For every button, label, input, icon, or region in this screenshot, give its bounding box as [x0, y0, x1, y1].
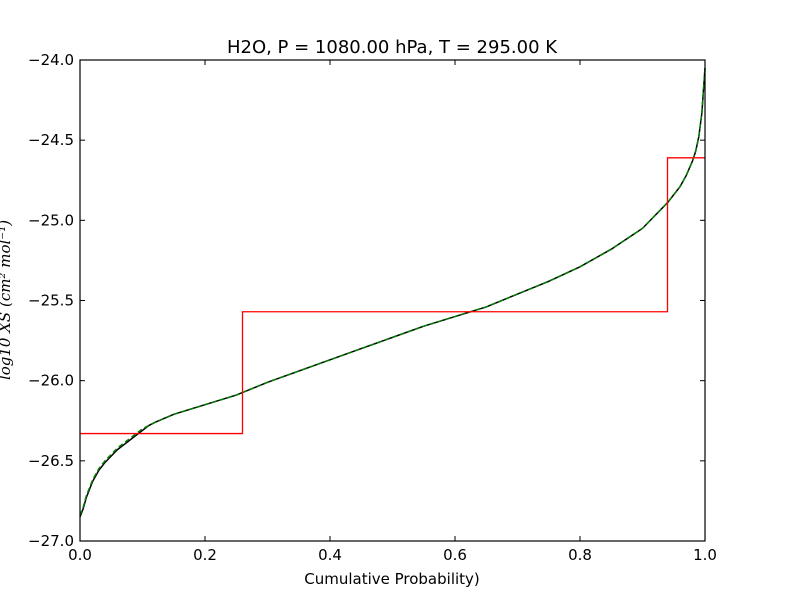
y-tick-label: −25.5	[28, 292, 74, 310]
series-layer	[79, 67, 706, 518]
x-tick-label: 0.4	[318, 546, 342, 564]
x-tick-label: 0.2	[193, 546, 217, 564]
series-line-2	[80, 157, 705, 435]
series-line-1	[79, 67, 706, 516]
x-tick-label: 1.0	[693, 546, 717, 564]
x-tick-label: 0.6	[443, 546, 467, 564]
plot-frame	[79, 59, 706, 542]
y-tick-label: −24.0	[28, 51, 74, 69]
y-tick-label: −27.0	[28, 532, 74, 550]
x-tick-label: 0.0	[68, 546, 92, 564]
chart-title: H2O, P = 1080.00 hPa, T = 295.00 K	[227, 37, 558, 58]
y-tick-label: −26.0	[28, 372, 74, 390]
y-axis-label: log10 XS (cm² mol⁻¹)	[0, 220, 14, 380]
y-tick-label: −25.0	[28, 211, 74, 229]
y-tick-label: −26.5	[28, 452, 74, 470]
x-axis-label: Cumulative Probability)	[304, 570, 480, 588]
y-tick-label: −24.5	[28, 131, 74, 149]
x-tick-label: 0.8	[568, 546, 592, 564]
ticks-layer: 0.0 0.2 0.4 0.6 0.8 1.0 −27.0 −26.5 −26.0 −25.5 −2…	[28, 51, 717, 564]
series-line-0	[79, 67, 706, 518]
